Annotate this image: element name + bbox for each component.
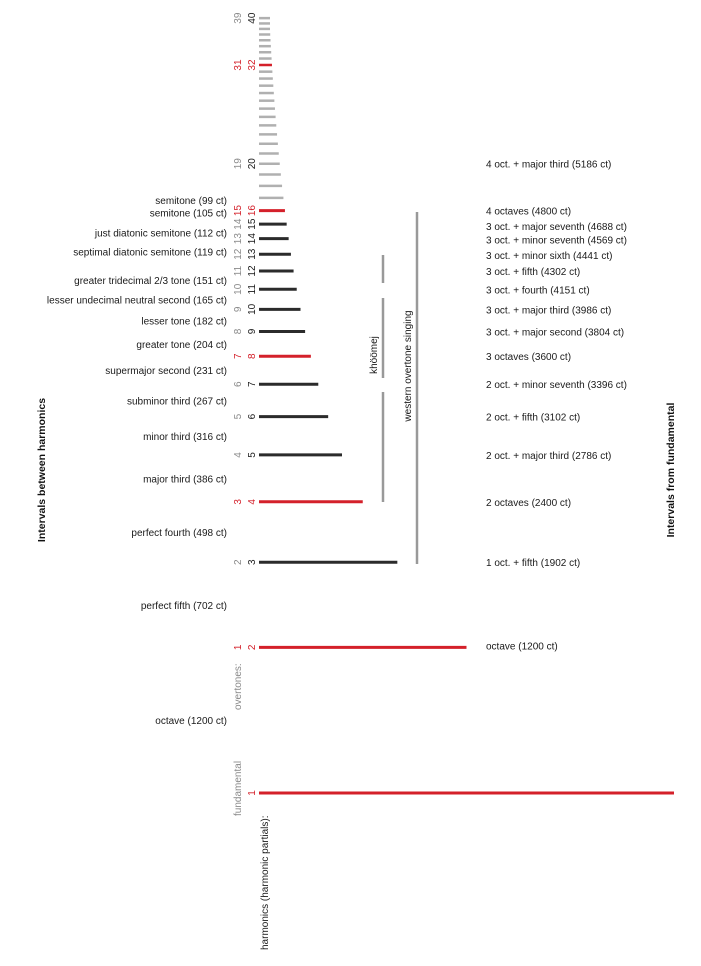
fundamental-label-3: 1 oct. + fifth (1902 ct) <box>486 558 580 569</box>
overtone-number-9: 9 <box>233 306 244 312</box>
between-label-8-9: greater tone (204 ct) <box>136 340 227 351</box>
fundamental-label-6: 2 oct. + fifth (3102 ct) <box>486 413 580 424</box>
harmonic-number-15: 15 <box>247 218 258 230</box>
between-label-6-7: subminor third (267 ct) <box>127 396 227 407</box>
harmonic-number-40: 40 <box>247 12 258 24</box>
harmonic-number-10: 10 <box>247 303 258 315</box>
singing-range-markers: khöömej western overtone singing <box>369 212 419 564</box>
overtone-number-4: 4 <box>233 452 244 458</box>
harmonic-number-14: 14 <box>247 233 258 245</box>
between-label-1-2: octave (1200 ct) <box>155 716 227 727</box>
right-title: Intervals from fundamental <box>665 403 677 538</box>
overtones-axis-label: overtones: <box>233 663 244 710</box>
fundamental-label-11: 3 oct. + fourth (4151 ct) <box>486 285 590 296</box>
harmonic-number-7: 7 <box>247 381 258 387</box>
harmonic-number-9: 9 <box>247 328 258 334</box>
fundamental-label-14: 3 oct. + minor seventh (4569 ct) <box>486 236 627 247</box>
overtone-number-5: 5 <box>233 413 244 419</box>
overtone-number-6: 6 <box>233 381 244 387</box>
between-label-7-8: supermajor second (231 ct) <box>105 366 227 377</box>
overtone-number-2: 2 <box>233 559 244 565</box>
fundamental-label-12: 3 oct. + fifth (4302 ct) <box>486 267 580 278</box>
overtone-number-3: 3 <box>233 499 244 505</box>
harmonic-number-20: 20 <box>247 158 258 170</box>
between-label-3-4: perfect fourth (498 ct) <box>131 528 227 539</box>
overtone-number-14: 14 <box>233 218 244 230</box>
fundamental-label-2: octave (1200 ct) <box>486 641 558 652</box>
overtone-number-11: 11 <box>233 265 244 276</box>
harmonic-number-16: 16 <box>247 205 258 217</box>
overtone-number-13: 13 <box>233 233 244 245</box>
overtone-number-19: 19 <box>233 158 244 170</box>
between-label-14-15: just diatonic semitone (112 ct) <box>94 228 227 239</box>
between-label-16-17: semitone (99 ct) <box>155 196 227 207</box>
fundamental-label-4: 2 octaves (2400 ct) <box>486 498 571 509</box>
between-label-4-5: major third (386 ct) <box>143 474 227 485</box>
harmonic-numbers: 1213243546576879810911101211131214131514… <box>233 12 258 796</box>
fundamental-label-15: 3 oct. + major seventh (4688 ct) <box>486 222 627 233</box>
harmonic-number-2: 2 <box>247 644 258 650</box>
fundamental-label-8: 3 octaves (3600 ct) <box>486 352 571 363</box>
khoomej-label: khöömej <box>369 336 380 374</box>
fundamental-label-7: 2 oct. + minor seventh (3396 ct) <box>486 380 627 391</box>
overtone-number-31: 31 <box>233 59 244 71</box>
overtone-number-7: 7 <box>233 353 244 359</box>
between-label-11-12: greater tridecimal 2/3 tone (151 ct) <box>74 276 227 287</box>
harmonic-number-4: 4 <box>247 499 258 505</box>
between-label-15-16: semitone (105 ct) <box>150 208 227 219</box>
harmonic-number-5: 5 <box>247 452 258 458</box>
fundamental-label-13: 3 oct. + minor sixth (4441 ct) <box>486 251 612 262</box>
fundamental-label-20: 4 oct. + major third (5186 ct) <box>486 160 611 171</box>
overtone-number-15: 15 <box>233 205 244 217</box>
between-label-5-6: minor third (316 ct) <box>143 432 227 443</box>
fundamental-label-9: 3 oct. + major second (3804 ct) <box>486 327 624 338</box>
harmonic-number-3: 3 <box>247 559 258 565</box>
fundamental-interval-labels: octave (1200 ct) 1 oct. + fifth (1902 ct)… <box>486 160 627 653</box>
harmonic-number-8: 8 <box>247 353 258 359</box>
harmonics-axis-label: harmonics (harmonic partials): <box>260 816 271 951</box>
harmonic-number-12: 12 <box>247 265 258 277</box>
overtone-number-1: 1 <box>233 644 244 650</box>
harmonic-number-6: 6 <box>247 413 258 419</box>
fundamental-axis-label: fundamental <box>233 761 244 816</box>
left-title: Intervals between harmonics <box>36 398 48 542</box>
between-label-13-14: septimal diatonic semitone (119 ct) <box>73 247 227 258</box>
overtone-number-10: 10 <box>233 283 244 295</box>
fundamental-label-5: 2 oct. + major third (2786 ct) <box>486 451 611 462</box>
harmonic-number-32: 32 <box>247 59 258 71</box>
western-label: western overtone singing <box>403 310 414 422</box>
between-label-10-11: lesser undecimal neutral second (165 ct) <box>47 295 227 306</box>
overtone-number-8: 8 <box>233 328 244 334</box>
between-label-2-3: perfect fifth (702 ct) <box>141 601 227 612</box>
between-interval-labels: octave (1200 ct) perfect fifth (702 ct) pe… <box>47 196 227 727</box>
harmonic-number-11: 11 <box>247 284 258 295</box>
overtone-number-12: 12 <box>233 248 244 260</box>
fundamental-label-16: 4 octaves (4800 ct) <box>486 207 571 218</box>
harmonic-bars <box>259 16 674 795</box>
harmonic-number-1: 1 <box>247 790 258 796</box>
harmonic-number-13: 13 <box>247 248 258 260</box>
between-label-9-10: lesser tone (182 ct) <box>141 316 227 327</box>
fundamental-label-10: 3 oct. + major third (3986 ct) <box>486 305 611 316</box>
overtone-number-39: 39 <box>233 12 244 24</box>
